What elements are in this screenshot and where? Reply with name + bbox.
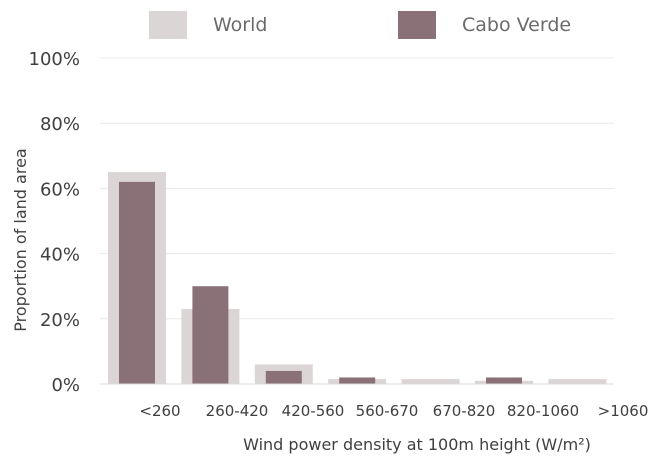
y-tick-label: 0% — [51, 375, 80, 396]
x-tick-label: 820-1060 — [507, 402, 579, 420]
y-axis-ticks: 0% 20% 40% 60% 80% 100% — [29, 49, 80, 396]
x-axis-ticks: <260 260-420 420-560 560-670 670-820 820-1060… — [139, 402, 648, 420]
x-tick-label: <260 — [139, 402, 180, 420]
y-tick-label: 80% — [40, 114, 80, 135]
gridlines — [100, 57, 614, 320]
y-tick-label: 20% — [40, 310, 80, 331]
legend-swatch-cabo-verde — [398, 11, 436, 39]
x-tick-label: >1060 — [598, 402, 649, 420]
bar-cabo-verde — [486, 377, 522, 384]
legend-label-cabo-verde: Cabo Verde — [462, 14, 572, 36]
bar-cabo-verde — [119, 181, 155, 384]
legend-item-cabo-verde: Cabo Verde — [398, 10, 571, 40]
legend-item-world: World — [149, 10, 267, 40]
bar-world — [548, 379, 607, 384]
x-tick-label: 560-670 — [356, 402, 419, 420]
x-tick-label: 260-420 — [206, 402, 269, 420]
y-tick-label: 40% — [40, 245, 80, 266]
legend-swatch-world — [149, 11, 187, 39]
x-tick-label: 670-820 — [433, 402, 496, 420]
bar-cabo-verde — [265, 370, 302, 384]
bars — [108, 172, 607, 384]
bar-cabo-verde — [192, 286, 229, 384]
bar-world — [401, 379, 460, 384]
y-tick-label: 60% — [40, 179, 80, 200]
bar-cabo-verde — [339, 377, 376, 384]
x-axis-label: Wind power density at 100m height (W/m²) — [243, 435, 591, 454]
y-tick-label: 100% — [29, 49, 80, 70]
legend-label-world: World — [213, 14, 268, 36]
y-axis-label: Proportion of land area — [11, 148, 30, 331]
x-tick-label: 420-560 — [282, 402, 345, 420]
